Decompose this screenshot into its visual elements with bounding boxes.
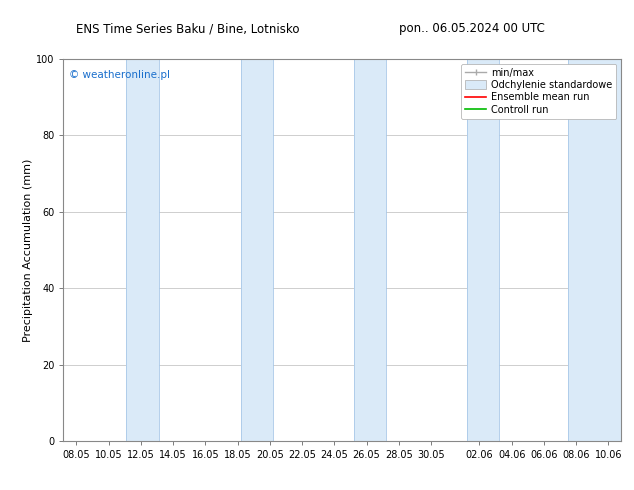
Bar [467, 59, 499, 441]
Legend: min/max, Odchylenie standardowe, Ensemble mean run, Controll run: min/max, Odchylenie standardowe, Ensembl… [461, 64, 616, 119]
Bar [354, 59, 386, 441]
Text: pon.. 06.05.2024 00 UTC: pon.. 06.05.2024 00 UTC [399, 22, 545, 35]
Text: © weatheronline.pl: © weatheronline.pl [69, 70, 170, 80]
Bar [126, 59, 158, 441]
Bar [241, 59, 273, 441]
Bar [568, 59, 621, 441]
Y-axis label: Precipitation Accumulation (mm): Precipitation Accumulation (mm) [23, 158, 33, 342]
Text: ENS Time Series Baku / Bine, Lotnisko: ENS Time Series Baku / Bine, Lotnisko [76, 22, 300, 35]
